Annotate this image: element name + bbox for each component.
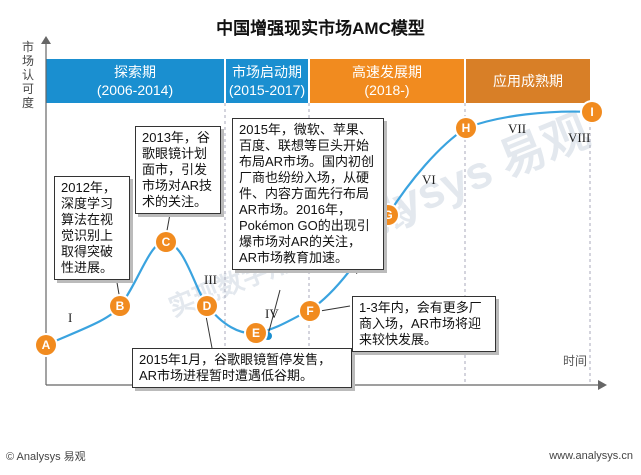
marker-b: B	[110, 296, 130, 316]
footer-website: www.analysys.cn	[549, 450, 633, 462]
phase-years: (2015-2017)	[228, 82, 306, 98]
phase-market-launch: 市场启动期 (2015-2017)	[226, 59, 308, 103]
callout-e: 2015年，微软、苹果、百度、联想等巨头开始布局AR市场。国内初创厂商也纷纷入场…	[232, 118, 384, 270]
phase-years: (2006-2014)	[96, 82, 174, 98]
callout-leader	[267, 289, 281, 336]
phase-name: 高速发展期	[352, 64, 422, 80]
marker-h: H	[456, 118, 476, 138]
curve-dot	[264, 332, 272, 340]
x-axis-label: 时间	[563, 354, 588, 368]
x-axis-arrow	[598, 380, 607, 390]
callout-d: 2015年1月，谷歌眼镜暂停发售，AR市场进程暂时遭遇低谷期。	[132, 348, 352, 388]
marker-f: F	[300, 301, 320, 321]
stage-label: VII	[508, 121, 527, 136]
marker-c: C	[156, 232, 176, 252]
stage-label: I	[68, 310, 73, 325]
callout-c: 2013年，谷歌眼镜计划面市，引发市场对AR技术的关注。	[135, 126, 221, 214]
marker-a: A	[36, 335, 56, 355]
phase-maturity: 应用成熟期	[466, 59, 590, 103]
phase-rapid-growth: 高速发展期 (2018-)	[310, 59, 464, 103]
phase-name: 市场启动期	[232, 64, 302, 80]
phase-name: 探索期	[114, 64, 156, 80]
phase-exploration: 探索期 (2006-2014)	[46, 59, 224, 103]
callout-leader	[319, 305, 351, 312]
marker-d: D	[197, 296, 217, 316]
callout-leader	[205, 315, 213, 349]
phase-years: (2018-)	[364, 82, 410, 98]
stage-label: IV	[265, 306, 279, 321]
phase-name: 应用成熟期	[493, 73, 563, 89]
stage-label: III	[204, 272, 217, 287]
y-axis-arrow	[41, 36, 51, 44]
stage-label: VIII	[568, 130, 591, 145]
stage-label: VI	[422, 172, 436, 187]
footer-copyright: © Analysys 易观	[6, 451, 86, 463]
y-axis-label: 市场认可度	[21, 40, 34, 110]
callout-f: 1-3年内，会有更多厂商入场，AR市场将迎来较快发展。	[352, 296, 496, 352]
callout-b: 2012年，深度学习算法在视觉识别上取得突破性进展。	[54, 176, 130, 280]
page-title: 中国增强现实市场AMC模型	[216, 19, 425, 38]
marker-e: E	[246, 323, 266, 343]
marker-i: I	[582, 102, 602, 122]
